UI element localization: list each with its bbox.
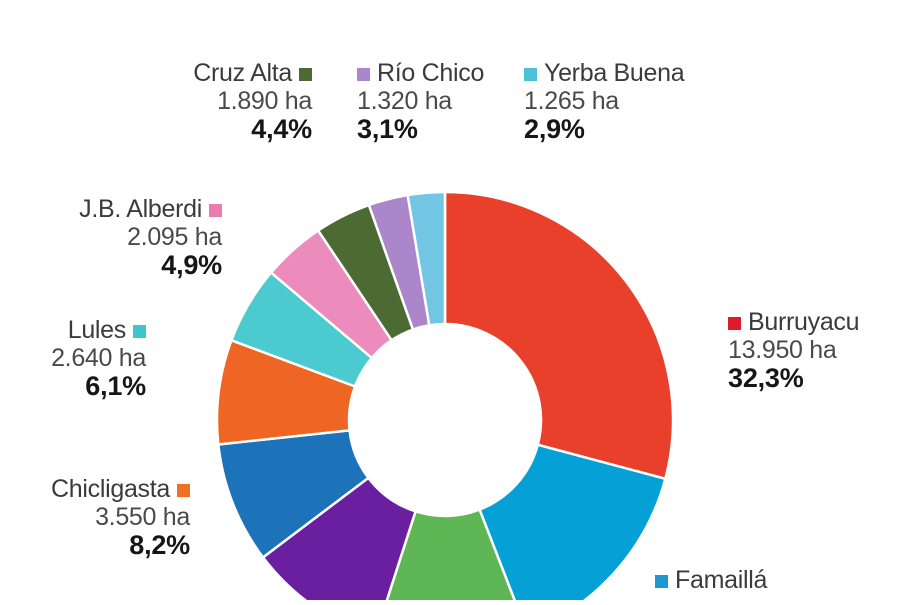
label-cruz-alta-name-row: Cruz Alta [192,60,312,86]
label-famailla-name-row: Famaillá [655,567,855,593]
label-rio-chico-area: 1.320 ha [357,87,452,115]
label-lules-percent: 6,1% [85,371,146,401]
label-burruyacu-area: 13.950 ha [728,336,837,364]
label-chicligasta: Chicligasta 3.550 ha 8,2% [36,476,190,559]
donut-slice-famaill-[interactable] [477,443,667,605]
label-cruz-alta-area: 1.890 ha [217,87,312,115]
legend-swatch-jb-alberdi [209,203,222,217]
label-rio-chico-percent: 3,1% [357,114,418,144]
label-jb-alberdi: J.B. Alberdi 2.095 ha 4,9% [60,196,222,279]
donut-slice-yerba-buena[interactable] [406,190,447,327]
legend-swatch-chicligasta [177,483,190,497]
label-yerba-buena-name-row: Yerba Buena [524,60,700,86]
donut-slice-simoca[interactable] [216,428,371,560]
label-lules-text: Lules [67,316,127,344]
donut-slice-graneros[interactable] [261,476,418,605]
legend-swatch-burruyacu [728,316,741,330]
label-jb-alberdi-text: J.B. Alberdi [79,195,202,223]
legend-swatch-yerba-buena [524,67,537,81]
legend-swatch-cruz-alta [299,67,312,81]
legend-swatch-famailla [655,574,668,588]
donut-slice-j-b-alberdi[interactable] [269,228,394,360]
donut-slice-chicligasta[interactable] [215,338,357,446]
legend-swatch-rio-chico [357,67,370,81]
donut-slice-monteros[interactable] [375,507,527,605]
label-yerba-buena-text: Yerba Buena [544,59,685,87]
label-lules: Lules 2.640 ha 6,1% [14,317,146,400]
label-rio-chico-text: Río Chico [377,59,485,87]
label-famailla-text: Famaillá [675,566,768,594]
label-yerba-buena-percent: 2,9% [524,114,585,144]
label-cruz-alta: Cruz Alta 1.890 ha 4,4% [192,60,312,143]
label-lules-name-row: Lules [14,317,146,343]
label-jb-alberdi-area: 2.095 ha [127,223,222,251]
label-chicligasta-name-row: Chicligasta [36,476,190,502]
label-burruyacu-percent: 32,3% [728,363,804,393]
donut-slice-burruyacu[interactable] [443,190,675,481]
label-lules-area: 2.640 ha [51,344,146,372]
label-yerba-buena: Yerba Buena 1.265 ha 2,9% [524,60,700,143]
legend-swatch-lules [133,324,146,338]
label-cruz-alta-percent: 4,4% [251,114,312,144]
label-rio-chico-name-row: Río Chico [357,60,497,86]
label-rio-chico: Río Chico 1.320 ha 3,1% [357,60,497,143]
label-yerba-buena-area: 1.265 ha [524,87,619,115]
label-chicligasta-area: 3.550 ha [95,503,190,531]
label-jb-alberdi-percent: 4,9% [161,250,222,280]
donut-slice-r-o-chico[interactable] [367,193,431,332]
donut-slice-cruz-alta[interactable] [316,203,415,342]
label-chicligasta-text: Chicligasta [51,475,170,503]
label-chicligasta-percent: 8,2% [129,530,190,560]
label-cruz-alta-text: Cruz Alta [193,59,292,87]
label-burruyacu-text: Burruyacu [748,308,860,336]
label-famailla: Famaillá [655,567,855,593]
label-jb-alberdi-name-row: J.B. Alberdi [60,196,222,222]
label-burruyacu: Burruyacu 13.950 ha 32,3% [728,309,888,392]
donut-slice-lules[interactable] [229,270,374,389]
label-burruyacu-name-row: Burruyacu [728,309,888,335]
